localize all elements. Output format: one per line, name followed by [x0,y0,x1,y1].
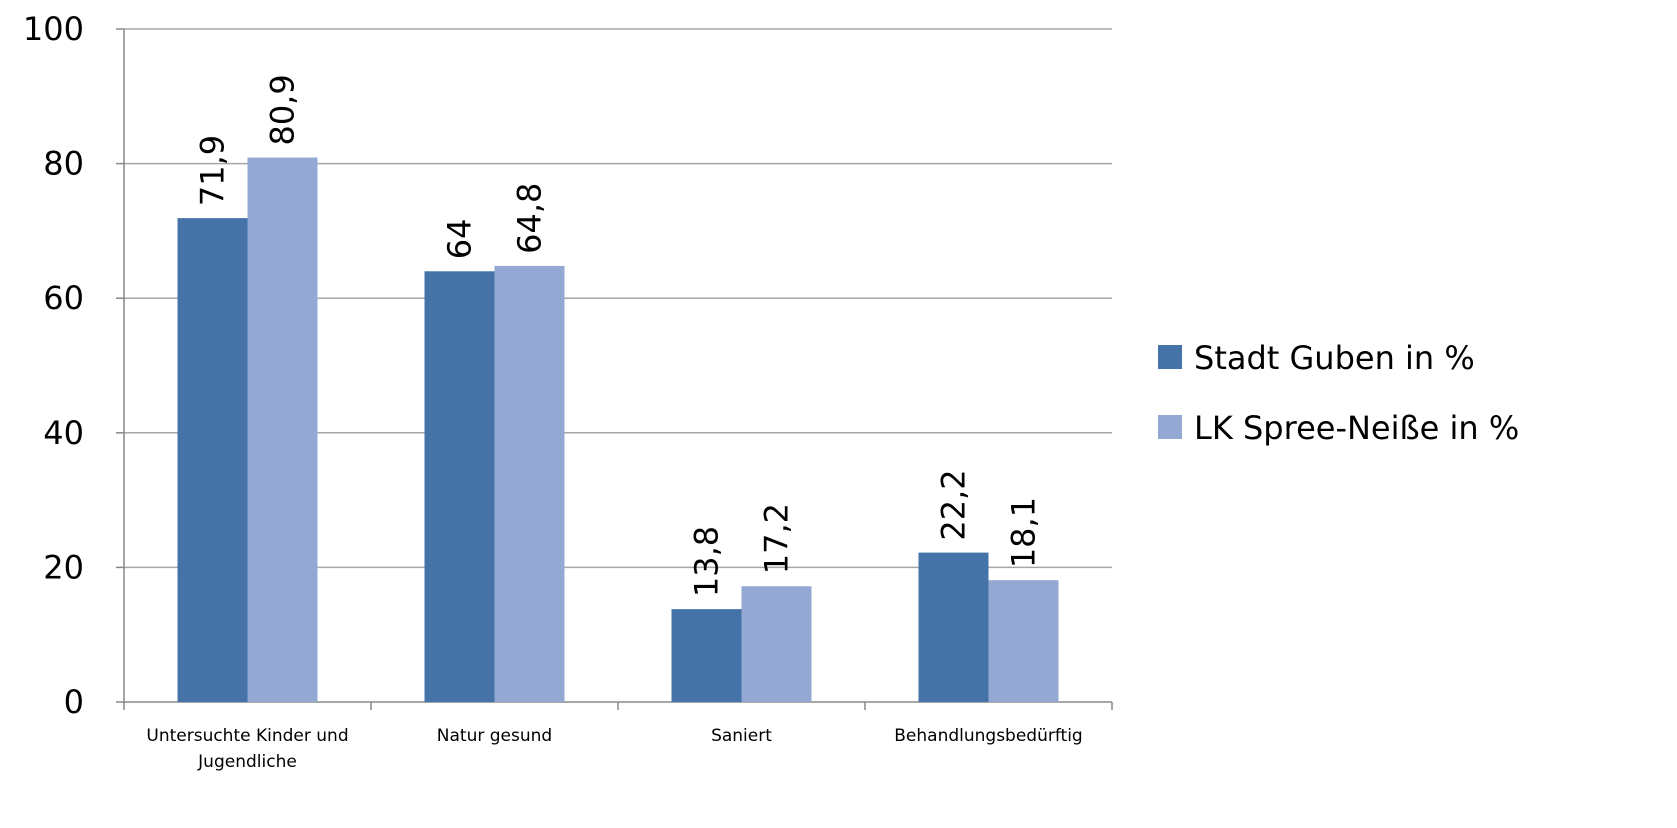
bar [494,265,565,702]
y-tick-label: 20 [43,548,84,586]
data-label: 64,8 [511,183,549,254]
y-tick-label: 80 [43,145,84,183]
x-axis: Untersuchte Kinder und Jugendliche Natur g… [123,701,1113,772]
y-tick-label: 100 [23,10,84,48]
x-tick-label: Saniert [711,726,772,746]
bar [918,552,989,702]
bar [247,157,318,703]
x-tick-label: Jugendliche [197,752,297,772]
data-label: 18,1 [1005,497,1043,568]
data-label: 71,9 [194,135,232,206]
bar [988,580,1059,702]
y-tick-label: 0 [64,683,84,721]
data-label: 80,9 [264,74,302,145]
data-label: 17,2 [758,503,796,574]
data-label: 64 [441,219,479,260]
y-axis: 0 20 40 60 80 100 [23,10,125,721]
y-tick-label: 40 [43,414,84,452]
data-label: 13,8 [688,526,726,597]
y-tick-label: 60 [43,279,84,317]
x-tick-label: Untersuchte Kinder und [146,726,348,746]
legend: Stadt Guben in % LK Spree-Neiße in % [1158,339,1519,447]
x-tick-label: Natur gesund [437,726,552,746]
legend-swatch [1158,345,1182,369]
bar [741,586,812,702]
legend-swatch [1158,415,1182,439]
bars [177,157,1059,703]
bar [177,218,248,702]
bar [671,609,742,702]
x-tick-label: Behandlungsbedürftig [894,726,1082,746]
legend-label: LK Spree-Neiße in % [1194,409,1519,447]
data-label: 22,2 [935,469,973,540]
legend-label: Stadt Guben in % [1194,339,1475,377]
bar [424,271,495,702]
data-labels: 71,9 64 13,8 22,2 80,9 64,8 17,2 18,1 [194,74,1043,597]
